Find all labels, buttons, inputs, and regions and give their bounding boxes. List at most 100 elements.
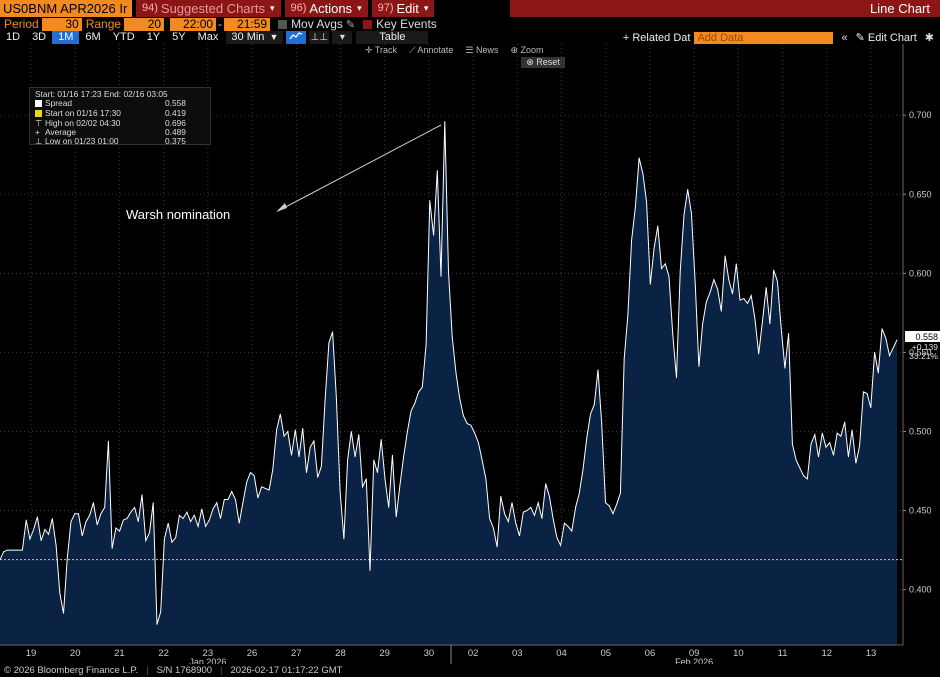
window-title: Line Chart — [510, 0, 940, 17]
annotate-label: Annotate — [417, 45, 454, 55]
data-point — [631, 239, 633, 241]
data-point — [649, 284, 651, 285]
ticker-field[interactable]: US0BNM APR2026 Ir — [0, 0, 132, 17]
data-point — [889, 355, 890, 356]
line-chart[interactable]: 0.400 0.450 0.500 0.550 0.600 0.650 0.700 19 20… — [0, 44, 940, 664]
data-point — [190, 521, 192, 523]
y-tick-label: 0.600 — [909, 268, 932, 278]
zoom-tool[interactable]: ⊕ Zoom — [511, 45, 544, 56]
period-button-5y[interactable]: 5Y — [172, 31, 186, 43]
data-point — [481, 459, 483, 461]
data-point — [126, 518, 128, 519]
data-point — [373, 459, 375, 461]
data-point — [115, 527, 117, 529]
data-point — [160, 611, 162, 613]
data-point — [877, 372, 879, 374]
data-point — [276, 429, 277, 431]
data-point — [795, 459, 797, 461]
legend[interactable]: Start: 01/16 17:23 End: 02/16 03:05 Spre… — [29, 87, 211, 145]
chevron-down-icon: ▾ — [269, 3, 275, 13]
edit-chart-button[interactable]: ✎ Edit Chart — [856, 31, 917, 44]
data-point — [164, 538, 165, 540]
chevron-down-icon[interactable]: ▾ — [332, 31, 353, 44]
data-point — [313, 440, 315, 442]
collapse-icon[interactable]: « — [841, 31, 848, 44]
data-point — [309, 446, 311, 448]
data-point — [328, 342, 330, 344]
actions-num: 96) — [290, 2, 307, 14]
period-button-1m[interactable]: 1M — [52, 31, 80, 44]
x-tick-label: 19 — [26, 648, 37, 659]
data-point — [537, 502, 539, 504]
data-point — [866, 393, 868, 394]
data-point — [287, 431, 289, 432]
last-value-box — [905, 331, 940, 342]
x-tick-label: 06 — [645, 648, 656, 659]
data-point — [10, 549, 12, 551]
data-point — [358, 434, 360, 436]
news-tool[interactable]: ☰ News — [465, 45, 498, 56]
period-button-3d[interactable]: 3D — [32, 31, 47, 43]
add-data-input[interactable]: Add Data — [694, 31, 834, 44]
period-input[interactable]: 30 — [41, 17, 82, 31]
period-button-6m[interactable]: 6M — [85, 31, 101, 43]
chevron-down-icon: ▼ — [269, 32, 279, 42]
data-point — [85, 521, 87, 523]
data-point — [825, 446, 827, 448]
reset-button[interactable]: ⊗ Reset — [521, 57, 565, 68]
data-point — [298, 456, 300, 458]
data-point — [171, 541, 173, 543]
track-tool[interactable]: ✛ Track — [365, 45, 397, 56]
data-point — [130, 511, 132, 513]
period-button-ytd[interactable]: YTD — [112, 31, 135, 43]
gear-icon[interactable]: ✱ — [924, 32, 934, 44]
crosshair-icon: ✛ — [365, 45, 375, 55]
data-point — [66, 557, 68, 559]
data-point — [623, 358, 625, 360]
period-button-1y[interactable]: 1Y — [146, 31, 161, 43]
data-point — [268, 489, 270, 491]
data-point — [668, 276, 670, 277]
data-point — [451, 336, 453, 337]
edit-menu[interactable]: 97) Edit ▾ — [371, 0, 435, 17]
range-input[interactable]: 20 — [124, 17, 165, 31]
annotation-arrow — [277, 124, 442, 212]
annotate-tool[interactable]: ⟋ Annotate — [409, 45, 453, 56]
data-point — [175, 537, 177, 538]
actions-menu[interactable]: 96) Actions ▾ — [284, 0, 368, 17]
data-point — [762, 320, 763, 322]
data-point — [661, 268, 662, 269]
data-point — [552, 518, 554, 519]
last-change: +0.139 — [912, 342, 939, 352]
period-button-1d[interactable]: 1D — [6, 31, 21, 43]
suggested-charts-menu[interactable]: 94) Suggested Charts ▾ — [136, 0, 281, 17]
mov-avgs-checkbox[interactable] — [278, 19, 288, 29]
toolbar: 1D 3D 1M 6M YTD 1Y 5Y Max 30 Min ▼ ⊥⊥ ▾ Table +… — [0, 31, 940, 44]
period-button-max[interactable]: Max — [197, 31, 219, 43]
y-tick-label: 0.500 — [909, 426, 932, 436]
pencil-icon[interactable]: ✎ — [345, 18, 356, 31]
data-point — [96, 524, 98, 526]
data-point — [134, 507, 135, 508]
table-button[interactable]: Table — [356, 31, 429, 44]
data-point — [844, 421, 846, 423]
data-point — [586, 437, 588, 439]
y-tick-label: 0.400 — [909, 585, 932, 595]
x-month-label: Jan 2026 — [189, 657, 226, 664]
data-point — [388, 507, 390, 508]
data-point — [440, 276, 442, 277]
data-point — [608, 505, 610, 507]
line-chart-icon[interactable] — [286, 31, 307, 44]
time-start-input[interactable]: 22:00 — [170, 17, 217, 31]
x-tick-label: 23 — [203, 648, 214, 659]
title-bar: US0BNM APR2026 Ir 94) Suggested Charts ▾… — [0, 0, 940, 17]
data-point — [560, 544, 562, 546]
time-end-input[interactable]: 21:59 — [224, 17, 271, 31]
interval-dropdown[interactable]: 30 Min ▼ — [226, 31, 284, 44]
key-events-checkbox[interactable] — [363, 19, 373, 29]
bar-type-icon[interactable]: ⊥⊥ — [309, 31, 330, 44]
data-point — [78, 513, 79, 515]
data-point — [141, 494, 143, 496]
legend-label: Start on 01/16 17:30 — [45, 107, 121, 118]
related-data-button[interactable]: + Related Dat — [617, 32, 693, 44]
